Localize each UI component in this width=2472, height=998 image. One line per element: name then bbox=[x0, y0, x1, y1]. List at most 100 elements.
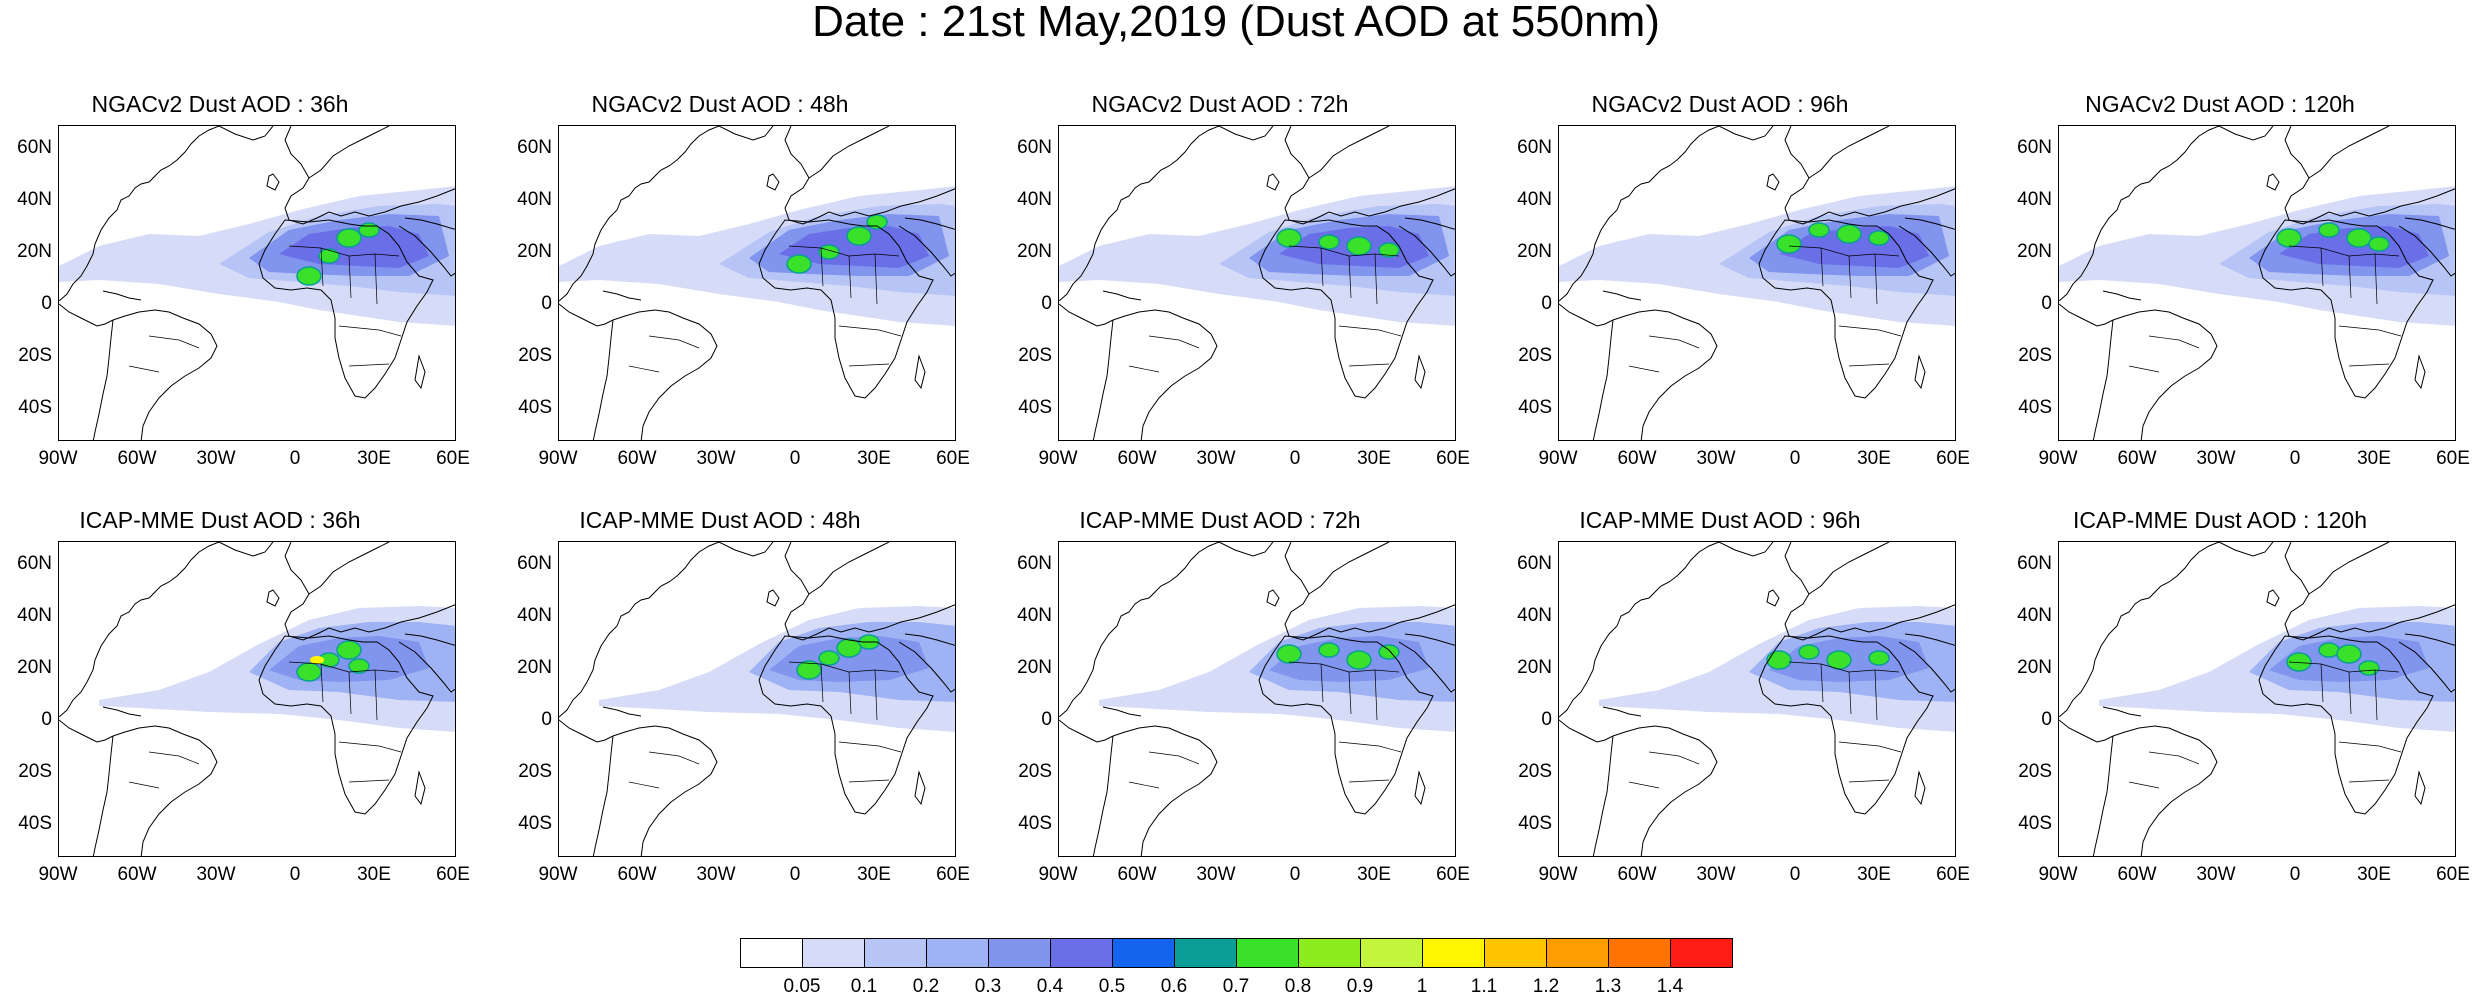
lon-tick-label: 0 bbox=[1789, 864, 1801, 885]
lat-tick-label: 0 bbox=[41, 709, 52, 730]
lat-tick-label: 40S bbox=[518, 397, 552, 418]
lat-tick-label: 20S bbox=[1018, 761, 1052, 782]
lat-tick-label: 0 bbox=[1041, 709, 1052, 730]
lat-tick-label: 0 bbox=[541, 293, 552, 314]
lat-tick-label: 0 bbox=[1041, 293, 1052, 314]
lon-tick-label: 90W bbox=[2038, 864, 2078, 885]
lon-tick-label: 90W bbox=[38, 448, 78, 469]
lon-tick-label: 60E bbox=[1436, 448, 1470, 469]
figure-title: Date : 21st May,2019 (Dust AOD at 550nm) bbox=[812, 0, 1660, 46]
lon-tick-label: 0 bbox=[1289, 448, 1301, 469]
lat-tick-label: 40S bbox=[518, 813, 552, 834]
lat-tick-label: 0 bbox=[541, 709, 552, 730]
lat-tick-label: 40N bbox=[517, 605, 552, 626]
map-panel: NGACv2 Dust AOD : 96h 60N 40N 20N 0 20S 40S 90W… bbox=[1500, 91, 1970, 502]
lon-tick-label: 60E bbox=[2436, 448, 2470, 469]
colorbar-label: 0.3 bbox=[974, 976, 1002, 997]
lat-tick-label: 60N bbox=[1517, 137, 1552, 158]
lat-tick-label: 60N bbox=[517, 137, 552, 158]
lat-tick-label: 20N bbox=[2017, 241, 2052, 262]
lat-tick-label: 40S bbox=[18, 813, 52, 834]
panel-title: NGACv2 Dust AOD : 48h bbox=[591, 91, 849, 117]
colorbar-label: 1.1 bbox=[1470, 976, 1498, 997]
lat-tick-label: 20N bbox=[2017, 657, 2052, 678]
lat-tick-label: 0 bbox=[2041, 709, 2052, 730]
lat-tick-label: 20N bbox=[1017, 657, 1052, 678]
lat-tick-label: 20S bbox=[1518, 345, 1552, 366]
lon-tick-label: 90W bbox=[1038, 864, 1078, 885]
lon-tick-label: 90W bbox=[538, 864, 578, 885]
lat-tick-label: 0 bbox=[1541, 709, 1552, 730]
panel-title: ICAP-MME Dust AOD : 96h bbox=[1579, 507, 1861, 533]
lon-tick-label: 60W bbox=[1117, 864, 1157, 885]
lon-tick-label: 60W bbox=[117, 448, 157, 469]
lon-tick-label: 60E bbox=[1936, 448, 1970, 469]
lon-tick-label: 30E bbox=[1857, 864, 1891, 885]
colorbar-box bbox=[1670, 938, 1733, 968]
lon-tick-label: 60W bbox=[117, 864, 157, 885]
lon-tick-label: 30E bbox=[2357, 864, 2391, 885]
colorbar-label: 0.1 bbox=[850, 976, 878, 997]
lat-tick-label: 40N bbox=[1517, 605, 1552, 626]
panel-title: NGACv2 Dust AOD : 36h bbox=[91, 91, 349, 117]
panel-title: NGACv2 Dust AOD : 96h bbox=[1591, 91, 1849, 117]
lat-tick-label: 40N bbox=[1017, 605, 1052, 626]
dust-aod-map bbox=[2058, 541, 2456, 857]
lon-tick-label: 90W bbox=[1538, 448, 1578, 469]
lon-tick-label: 0 bbox=[789, 448, 801, 469]
lon-tick-label: 0 bbox=[289, 448, 301, 469]
panel-title: ICAP-MME Dust AOD : 48h bbox=[579, 507, 861, 533]
lon-tick-label: 60W bbox=[617, 864, 657, 885]
lon-tick-label: 30W bbox=[696, 864, 736, 885]
dust-aod-map bbox=[58, 125, 456, 441]
lat-tick-label: 20N bbox=[1517, 241, 1552, 262]
lon-tick-label: 60E bbox=[1936, 864, 1970, 885]
lat-tick-label: 40S bbox=[1518, 813, 1552, 834]
lat-tick-label: 40S bbox=[18, 397, 52, 418]
lat-tick-label: 20S bbox=[518, 345, 552, 366]
lat-tick-label: 0 bbox=[1541, 293, 1552, 314]
lat-tick-label: 20N bbox=[1017, 241, 1052, 262]
lat-tick-label: 20S bbox=[518, 761, 552, 782]
lat-tick-label: 20N bbox=[17, 241, 52, 262]
colorbar-box bbox=[802, 938, 865, 968]
lon-tick-label: 30E bbox=[1857, 448, 1891, 469]
lon-tick-label: 30W bbox=[1196, 864, 1236, 885]
lon-tick-label: 90W bbox=[538, 448, 578, 469]
lat-tick-label: 20N bbox=[17, 657, 52, 678]
dust-aod-map bbox=[1058, 125, 1456, 441]
lon-tick-label: 30W bbox=[1696, 448, 1736, 469]
map-panel: NGACv2 Dust AOD : 72h 60N 40N 20N 0 20S 40S 90W… bbox=[1000, 91, 1470, 502]
lon-tick-label: 30E bbox=[2357, 448, 2391, 469]
lat-tick-label: 20S bbox=[18, 761, 52, 782]
colorbar-box bbox=[926, 938, 989, 968]
lat-tick-label: 40N bbox=[1017, 189, 1052, 210]
lat-tick-label: 40S bbox=[2018, 397, 2052, 418]
colorbar-box bbox=[1298, 938, 1361, 968]
colorbar-label: 0.7 bbox=[1222, 976, 1250, 997]
lat-tick-label: 40N bbox=[2017, 189, 2052, 210]
lon-tick-label: 30E bbox=[357, 448, 391, 469]
lon-tick-label: 60E bbox=[436, 864, 470, 885]
colorbar-box bbox=[1546, 938, 1609, 968]
map-panel: ICAP-MME Dust AOD : 96h 60N 40N 20N 0 20S 40S 9… bbox=[1500, 507, 1970, 918]
map-panel: ICAP-MME Dust AOD : 120h 60N 40N 20N 0 20S 40S… bbox=[2000, 508, 2470, 918]
lon-tick-label: 60W bbox=[2117, 448, 2157, 469]
lon-tick-label: 0 bbox=[1289, 864, 1301, 885]
lon-tick-label: 60E bbox=[436, 448, 470, 469]
colorbar-box bbox=[864, 938, 927, 968]
lon-tick-label: 60W bbox=[1117, 448, 1157, 469]
lon-tick-label: 90W bbox=[1038, 448, 1078, 469]
lat-tick-label: 60N bbox=[1017, 553, 1052, 574]
lat-tick-label: 20N bbox=[517, 241, 552, 262]
lat-tick-label: 60N bbox=[17, 137, 52, 158]
colorbar-box bbox=[1050, 938, 1113, 968]
lon-tick-label: 30E bbox=[1357, 448, 1391, 469]
colorbar-label: 1.3 bbox=[1594, 976, 1622, 997]
panel-title: NGACv2 Dust AOD : 72h bbox=[1091, 91, 1349, 117]
lon-tick-label: 60E bbox=[1436, 864, 1470, 885]
lat-tick-label: 20S bbox=[1518, 761, 1552, 782]
dust-aod-map bbox=[1558, 125, 1956, 441]
panel-title: ICAP-MME Dust AOD : 72h bbox=[1079, 507, 1361, 533]
lat-tick-label: 20S bbox=[2018, 761, 2052, 782]
